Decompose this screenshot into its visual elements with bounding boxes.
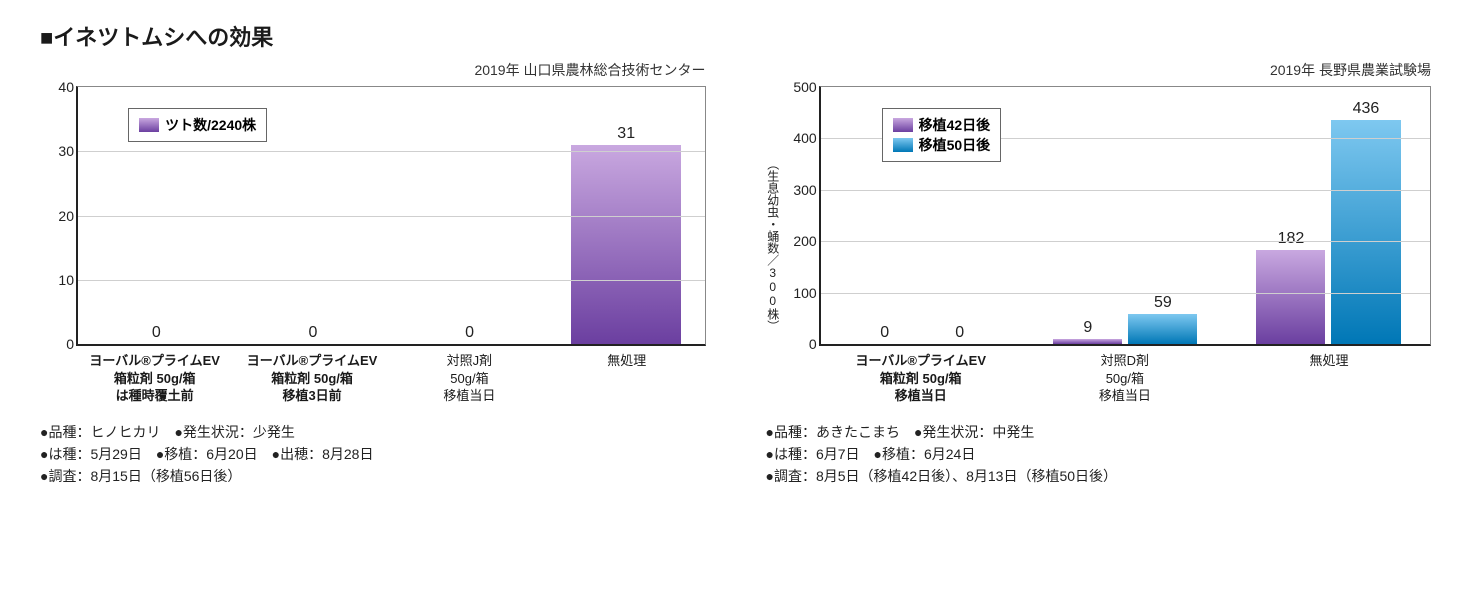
x-label: 無処理 — [548, 352, 705, 405]
y-tick: 400 — [785, 130, 817, 146]
legend-item: 移植50日後 — [893, 135, 991, 155]
grid-line — [78, 216, 705, 217]
y-tick: 0 — [785, 336, 817, 352]
y-tick: 20 — [42, 208, 74, 224]
bar-value-label: 0 — [308, 324, 317, 344]
chart2-block: 2019年 長野県農業試験場 （生息幼虫・蛹数／300株） 移植42日後移植50… — [766, 60, 1432, 488]
y-tick: 40 — [42, 79, 74, 95]
chart2-legend: 移植42日後移植50日後 — [882, 108, 1002, 162]
bar-value-label: 0 — [152, 324, 161, 344]
bar: 182 — [1256, 250, 1325, 344]
x-label: ヨーバル®プライムEV箱粒剤 50g/箱移植当日 — [819, 352, 1023, 405]
legend-label: ツト数/2240株 — [165, 115, 256, 135]
x-label: 対照J剤50g/箱移植当日 — [391, 352, 548, 405]
chart1-meta: ●品種：ヒノヒカリ ●発生状況：少発生●は種：5月29日 ●移植：6月20日 ●… — [40, 421, 706, 488]
meta-line: ●調査：8月5日（移植42日後）、8月13日（移植50日後） — [766, 465, 1432, 487]
y-tick: 100 — [785, 285, 817, 301]
chart2-source: 2019年 長野県農業試験場 — [766, 60, 1432, 80]
y-tick: 200 — [785, 233, 817, 249]
legend-swatch — [893, 118, 913, 132]
x-label: ヨーバル®プライムEV箱粒剤 50g/箱移植3日前 — [233, 352, 390, 405]
chart2-yaxis-label: （生息幼虫・蛹数／300株） — [766, 86, 783, 405]
page-title: ■イネツトムシへの効果 — [40, 20, 1431, 52]
chart1-legend: ツト数/2240株 — [128, 108, 267, 142]
chart1-block: 2019年 山口県農林総合技術センター ツト数/2240株 0 0 0 31 0 10 2… — [40, 60, 706, 488]
meta-line: ●調査：8月15日（移植56日後） — [40, 465, 706, 487]
bar-value-label: 0 — [465, 324, 474, 344]
meta-line: ●品種：ヒノヒカリ ●発生状況：少発生 — [40, 421, 706, 443]
chart2-meta: ●品種：あきたこまち ●発生状況：中発生●は種：6月7日 ●移植：6月24日●調… — [766, 421, 1432, 488]
legend-label: 移植42日後 — [919, 115, 991, 135]
chart1-plot: ツト数/2240株 00031 010203040 ヨーバル®プライムEV箱粒剤… — [40, 86, 706, 405]
chart-category: 182436 — [1227, 87, 1430, 344]
legend-label: 移植50日後 — [919, 135, 991, 155]
meta-line: ●品種：あきたこまち ●発生状況：中発生 — [766, 421, 1432, 443]
bar-value-label: 0 — [880, 324, 889, 344]
bar-value-label: 59 — [1154, 294, 1172, 314]
chart2-plot: 移植42日後移植50日後 00959182436 010020030040050… — [783, 86, 1431, 405]
y-tick: 10 — [42, 272, 74, 288]
y-tick: 300 — [785, 182, 817, 198]
bar-value-label: 0 — [955, 324, 964, 344]
chart1-source: 2019年 山口県農林総合技術センター — [40, 60, 706, 80]
meta-line: ●は種：6月7日 ●移植：6月24日 — [766, 443, 1432, 465]
bar: 59 — [1128, 314, 1197, 344]
y-tick: 500 — [785, 79, 817, 95]
grid-line — [821, 190, 1430, 191]
grid-line — [78, 280, 705, 281]
bar-value-label: 436 — [1353, 100, 1380, 120]
x-label: 対照D剤50g/箱移植当日 — [1023, 352, 1227, 405]
x-label: 無処理 — [1227, 352, 1431, 405]
y-tick: 30 — [42, 143, 74, 159]
x-label: ヨーバル®プライムEV箱粒剤 50g/箱は種時覆土前 — [76, 352, 233, 405]
grid-line — [78, 151, 705, 152]
legend-item: 移植42日後 — [893, 115, 991, 135]
chart-category: 9 59 — [1024, 87, 1227, 344]
grid-line — [821, 241, 1430, 242]
charts-row: 2019年 山口県農林総合技術センター ツト数/2240株 0 0 0 31 0 10 2… — [40, 60, 1431, 488]
bar: 9 — [1053, 339, 1122, 344]
bar: 31 — [571, 145, 681, 344]
y-tick: 0 — [42, 336, 74, 352]
legend-item: ツト数/2240株 — [139, 115, 256, 135]
bar: 436 — [1331, 120, 1400, 344]
bar-value-label: 9 — [1083, 319, 1092, 339]
legend-swatch — [139, 118, 159, 132]
bar-value-label: 31 — [617, 125, 635, 145]
legend-swatch — [893, 138, 913, 152]
grid-line — [821, 293, 1430, 294]
meta-line: ●は種：5月29日 ●移植：6月20日 ●出穂：8月28日 — [40, 443, 706, 465]
